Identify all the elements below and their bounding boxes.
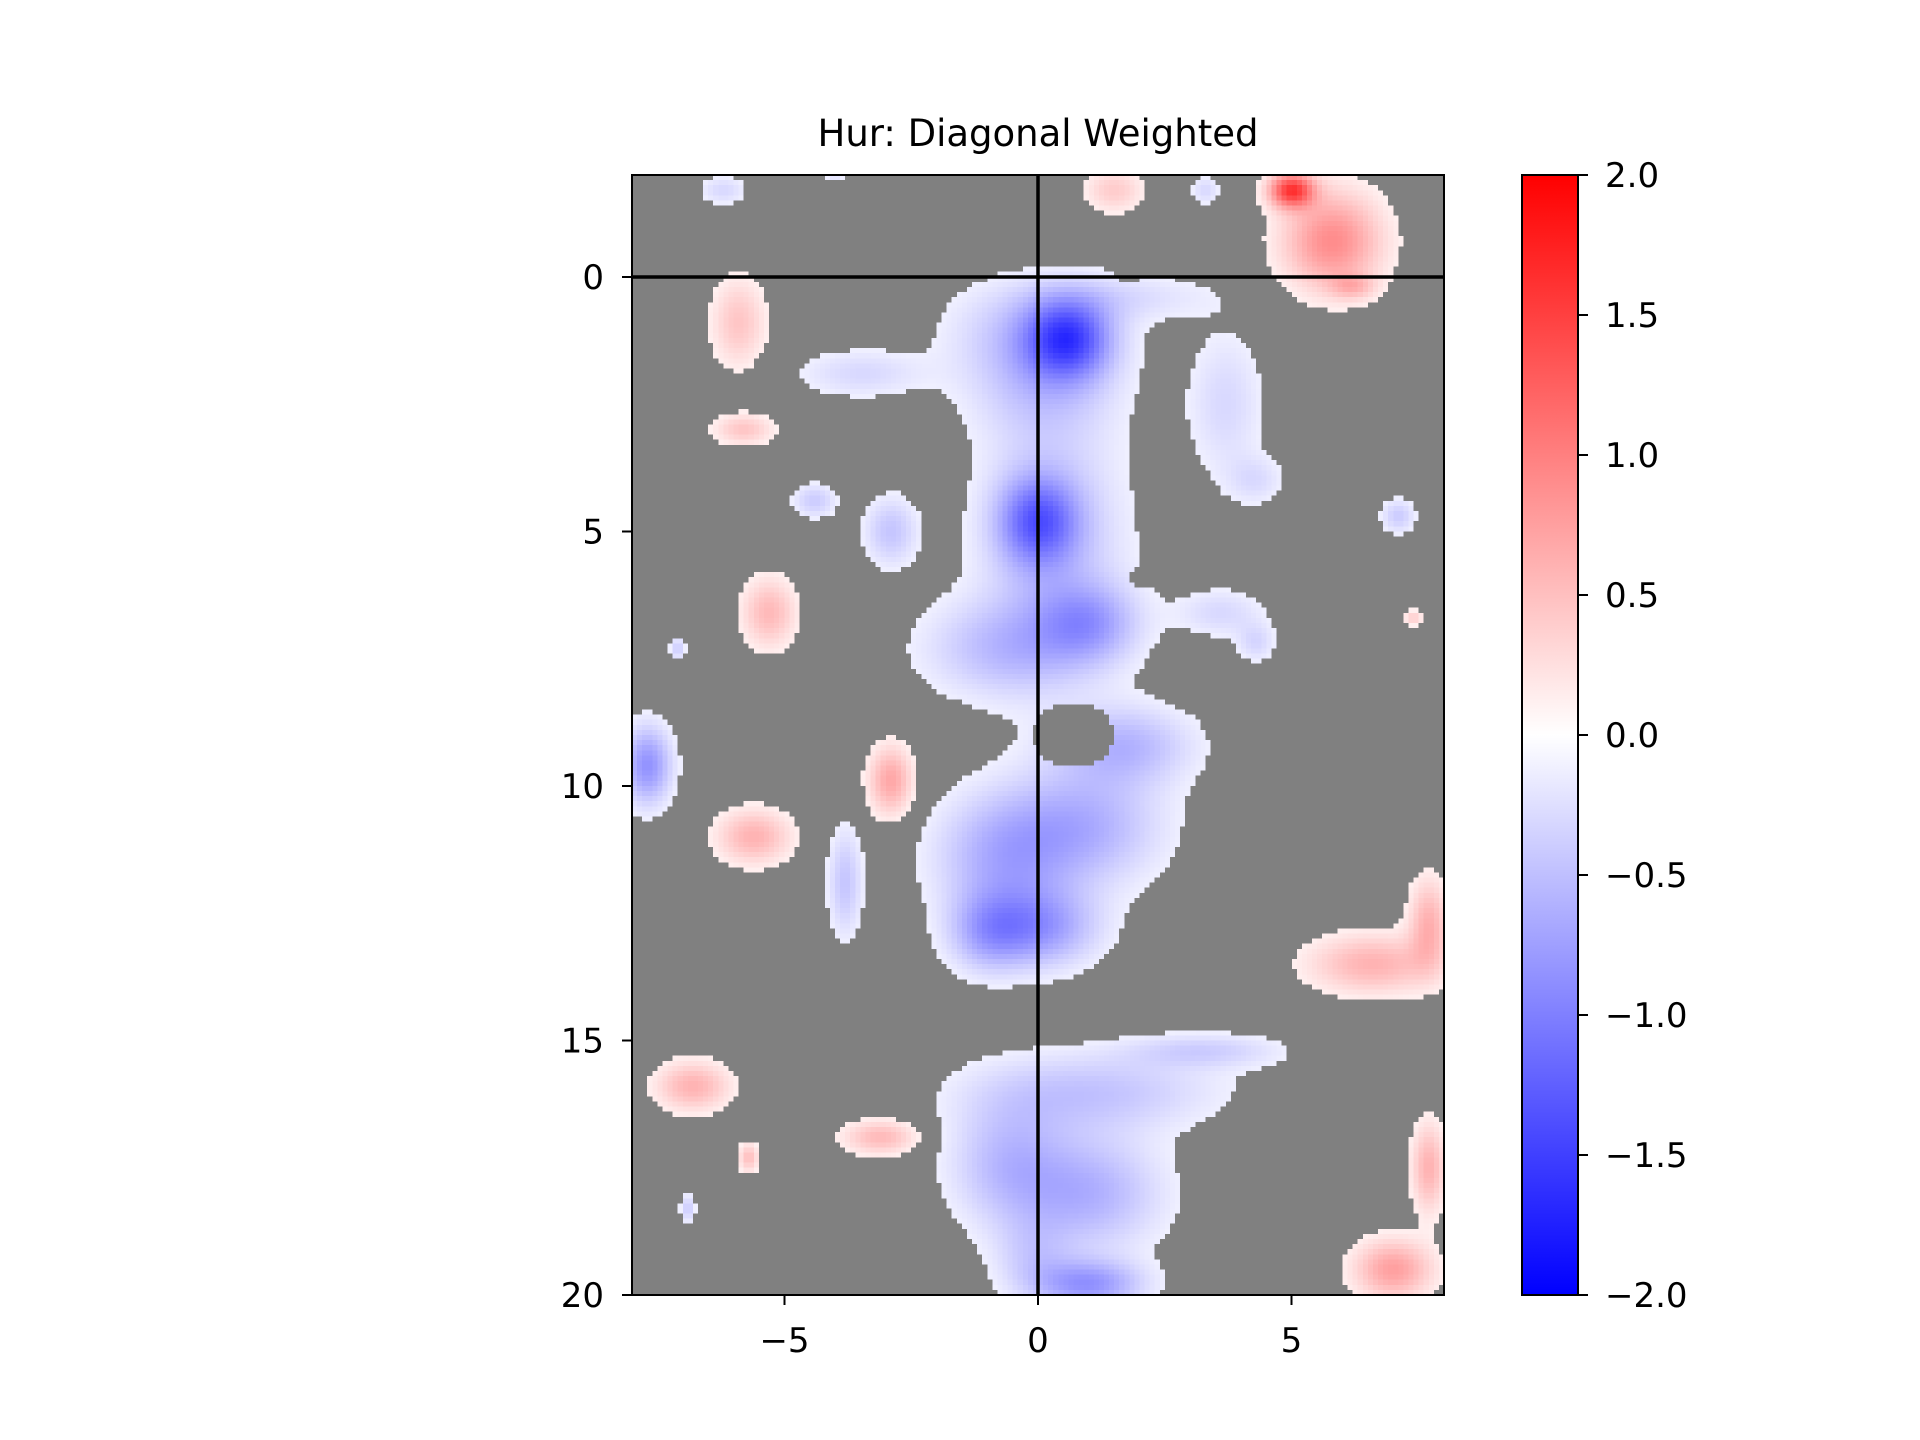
colorbar-ticks [1578, 174, 1588, 1296]
colorbar-tick-label: −1.5 [1605, 1136, 1688, 1176]
chart-title: Hur: Diagonal Weighted [818, 112, 1259, 155]
plot-area [631, 174, 1445, 1296]
colorbar-tick-label: −1.0 [1605, 996, 1688, 1036]
colorbar-tick-label: 0.5 [1605, 576, 1659, 616]
x-axis: −5 0 5 [759, 1295, 1302, 1361]
colorbar-gradient [1521, 174, 1579, 1296]
y-tick-label: 15 [561, 1022, 604, 1062]
x-tick-label: 5 [1281, 1321, 1303, 1361]
y-axis: 0 5 10 15 20 [561, 258, 632, 1316]
colorbar-tick-label: 0.0 [1605, 716, 1659, 756]
colorbar: 2.0 1.5 1.0 0.5 0.0 −0.5 −1.0 −1.5 −2.0 [1521, 156, 1688, 1316]
x-tick-label: −5 [759, 1321, 809, 1361]
y-tick-label: 10 [561, 767, 604, 807]
colorbar-tick-label: −0.5 [1605, 856, 1688, 896]
y-tick-label: 5 [582, 513, 604, 553]
y-tick-label: 0 [582, 258, 604, 298]
colorbar-tick-labels: 2.0 1.5 1.0 0.5 0.0 −0.5 −1.0 −1.5 −2.0 [1605, 156, 1688, 1316]
colorbar-tick-label: 2.0 [1605, 156, 1659, 196]
x-tick-label: 0 [1027, 1321, 1049, 1361]
colorbar-tick-label: 1.0 [1605, 436, 1659, 476]
colorbar-tick-label: 1.5 [1605, 296, 1659, 336]
colorbar-tick-label: −2.0 [1605, 1276, 1688, 1316]
y-tick-label: 20 [561, 1276, 604, 1316]
